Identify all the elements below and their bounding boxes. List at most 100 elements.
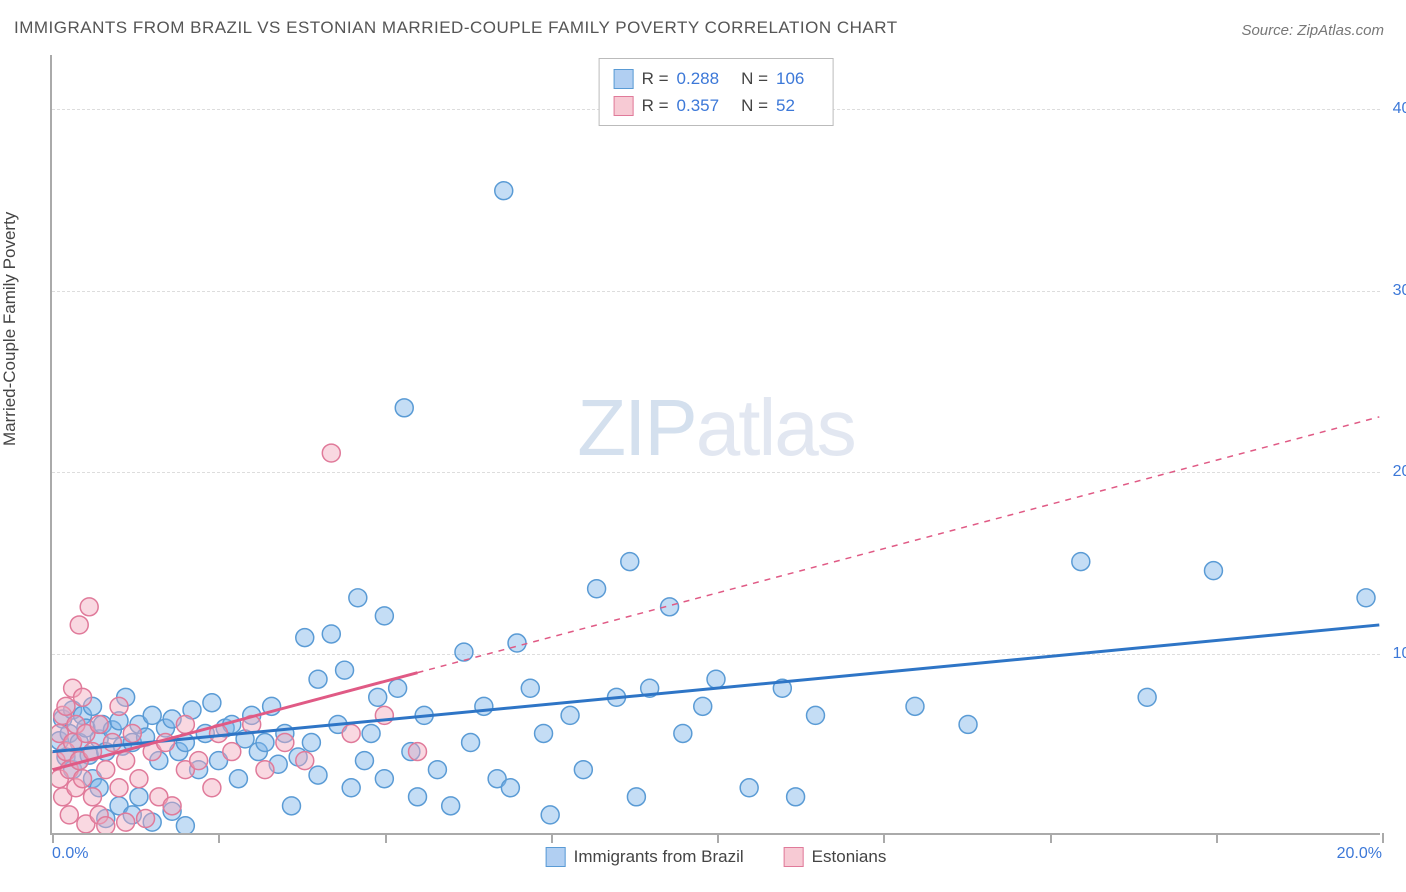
scatter-point bbox=[256, 761, 274, 779]
scatter-point bbox=[90, 715, 108, 733]
y-tick-label: 30.0% bbox=[1393, 282, 1406, 300]
chart-svg bbox=[52, 55, 1380, 833]
scatter-point bbox=[627, 788, 645, 806]
swatch-blue-icon bbox=[546, 847, 566, 867]
scatter-point bbox=[74, 770, 92, 788]
x-tick bbox=[883, 833, 885, 843]
scatter-point bbox=[163, 797, 181, 815]
y-tick-label: 40.0% bbox=[1393, 100, 1406, 118]
scatter-point bbox=[475, 697, 493, 715]
x-tick-label: 0.0% bbox=[52, 845, 88, 863]
scatter-point bbox=[190, 752, 208, 770]
scatter-point bbox=[462, 734, 480, 752]
x-tick bbox=[1382, 833, 1384, 843]
scatter-point bbox=[117, 813, 135, 831]
scatter-point bbox=[342, 779, 360, 797]
scatter-point bbox=[203, 694, 221, 712]
x-tick bbox=[1050, 833, 1052, 843]
chart-title: IMMIGRANTS FROM BRAZIL VS ESTONIAN MARRI… bbox=[14, 18, 898, 38]
scatter-point bbox=[1138, 688, 1156, 706]
scatter-point bbox=[541, 806, 559, 824]
scatter-point bbox=[787, 788, 805, 806]
scatter-point bbox=[80, 598, 98, 616]
scatter-point bbox=[176, 715, 194, 733]
scatter-point bbox=[694, 697, 712, 715]
x-tick bbox=[218, 833, 220, 843]
legend-row-estonians: R = 0.357 N = 52 bbox=[614, 92, 819, 119]
scatter-point bbox=[574, 761, 592, 779]
scatter-point bbox=[57, 697, 75, 715]
x-tick bbox=[1216, 833, 1218, 843]
legend-stats: R = 0.288 N = 106 R = 0.357 N = 52 bbox=[599, 58, 834, 126]
scatter-point bbox=[1204, 562, 1222, 580]
scatter-point bbox=[1072, 553, 1090, 571]
x-tick bbox=[717, 833, 719, 843]
scatter-point bbox=[389, 679, 407, 697]
x-tick bbox=[385, 833, 387, 843]
legend-item-estonians: Estonians bbox=[784, 847, 887, 867]
scatter-point bbox=[375, 770, 393, 788]
scatter-point bbox=[97, 761, 115, 779]
scatter-point bbox=[409, 788, 427, 806]
scatter-point bbox=[588, 580, 606, 598]
scatter-point bbox=[369, 688, 387, 706]
scatter-point bbox=[229, 770, 247, 788]
scatter-point bbox=[535, 725, 553, 743]
swatch-pink-icon bbox=[784, 847, 804, 867]
y-axis-label: Married-Couple Family Poverty bbox=[0, 212, 20, 446]
scatter-point bbox=[561, 706, 579, 724]
scatter-point bbox=[375, 607, 393, 625]
scatter-point bbox=[97, 817, 115, 833]
trend-line-dashed bbox=[418, 417, 1380, 673]
swatch-blue-icon bbox=[614, 69, 634, 89]
legend-row-brazil: R = 0.288 N = 106 bbox=[614, 65, 819, 92]
x-tick bbox=[551, 833, 553, 843]
scatter-point bbox=[521, 679, 539, 697]
scatter-point bbox=[74, 688, 92, 706]
scatter-point bbox=[362, 725, 380, 743]
scatter-point bbox=[203, 779, 221, 797]
scatter-point bbox=[176, 817, 194, 833]
scatter-point bbox=[123, 725, 141, 743]
scatter-point bbox=[707, 670, 725, 688]
scatter-point bbox=[336, 661, 354, 679]
y-tick-label: 10.0% bbox=[1393, 645, 1406, 663]
scatter-point bbox=[508, 634, 526, 652]
source-attribution: Source: ZipAtlas.com bbox=[1241, 22, 1384, 39]
scatter-point bbox=[283, 797, 301, 815]
scatter-point bbox=[349, 589, 367, 607]
scatter-point bbox=[70, 616, 88, 634]
scatter-point bbox=[1357, 589, 1375, 607]
x-tick-label: 20.0% bbox=[1337, 845, 1382, 863]
scatter-point bbox=[495, 182, 513, 200]
scatter-point bbox=[322, 444, 340, 462]
scatter-point bbox=[117, 752, 135, 770]
scatter-point bbox=[110, 697, 128, 715]
scatter-point bbox=[409, 743, 427, 761]
swatch-pink-icon bbox=[614, 96, 634, 116]
scatter-point bbox=[137, 810, 155, 828]
scatter-point bbox=[296, 752, 314, 770]
scatter-point bbox=[296, 629, 314, 647]
scatter-point bbox=[455, 643, 473, 661]
scatter-point bbox=[302, 734, 320, 752]
scatter-point bbox=[256, 734, 274, 752]
scatter-point bbox=[110, 779, 128, 797]
scatter-point bbox=[130, 788, 148, 806]
plot-area: ZIPatlas R = 0.288 N = 106 R = 0.357 N =… bbox=[50, 55, 1380, 835]
scatter-point bbox=[309, 670, 327, 688]
scatter-point bbox=[674, 725, 692, 743]
scatter-point bbox=[309, 766, 327, 784]
scatter-point bbox=[740, 779, 758, 797]
scatter-point bbox=[428, 761, 446, 779]
scatter-point bbox=[223, 743, 241, 761]
scatter-point bbox=[395, 399, 413, 417]
scatter-point bbox=[84, 788, 102, 806]
scatter-point bbox=[906, 697, 924, 715]
scatter-point bbox=[807, 706, 825, 724]
scatter-point bbox=[103, 734, 121, 752]
scatter-point bbox=[355, 752, 373, 770]
x-tick bbox=[52, 833, 54, 843]
scatter-point bbox=[342, 725, 360, 743]
scatter-point bbox=[621, 553, 639, 571]
